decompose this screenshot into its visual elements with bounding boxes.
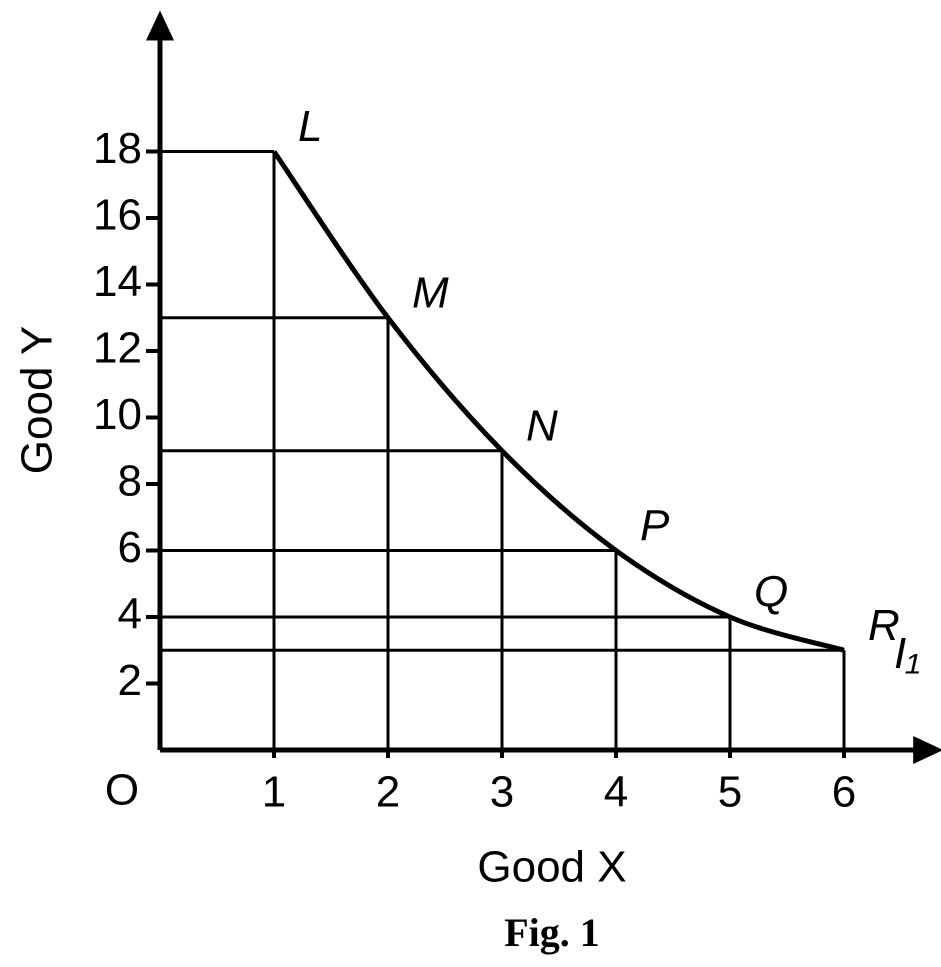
point-label: L [298,102,322,151]
curve-label: I₁ [894,629,920,678]
point-label: Q [754,568,788,617]
y-tick-label: 16 [93,191,142,240]
x-axis-arrow [913,736,941,764]
caption: Fig. 1 [504,910,600,955]
y-axis-label: Good Y [13,326,62,474]
y-tick-label: 6 [118,523,142,572]
point-label: P [640,501,670,550]
y-tick-label: 4 [118,590,142,639]
y-tick-label: 18 [93,124,142,173]
origin-label: O [105,766,139,815]
y-tick-label: 14 [93,257,142,306]
x-tick-label: 1 [262,768,286,817]
y-axis-arrow [146,10,174,41]
curve [271,150,845,653]
point-label: R [868,601,900,650]
y-tick-label: 8 [118,457,142,506]
y-tick-label: 10 [93,390,142,439]
y-tick-label: 2 [118,656,142,705]
x-tick-label: 6 [832,768,856,817]
x-tick-label: 4 [604,768,628,817]
y-tick-label: 12 [93,324,142,373]
x-tick-label: 3 [490,768,514,817]
x-axis-label: Good X [477,843,626,892]
point-label: N [526,401,558,450]
x-tick-label: 5 [718,768,742,817]
x-tick-label: 2 [376,768,400,817]
point-label: M [412,268,449,317]
